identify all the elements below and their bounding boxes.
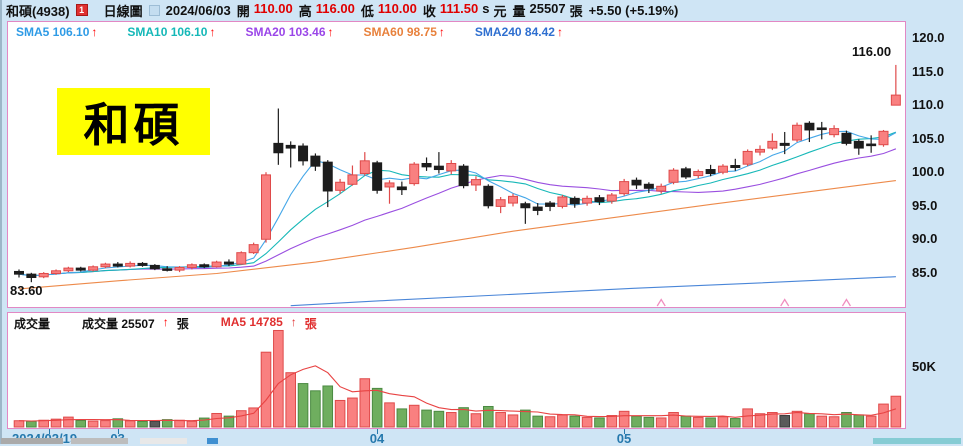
- time-axis-tick: 05: [616, 431, 632, 446]
- volume-series-label: 成交量 25507: [82, 317, 155, 331]
- currency-unit: 元: [493, 3, 507, 19]
- close-value: 111.50: [439, 0, 479, 16]
- price-axis-tick: 95.0: [912, 197, 938, 213]
- low-value: 110.00: [377, 0, 417, 16]
- quote-header: 和碩(4938) 1 日線圖 2024/06/03 開 110.00 高 116…: [6, 1, 956, 19]
- high-value: 116.00: [315, 0, 355, 16]
- volume-axis-tick: 50K: [912, 358, 936, 374]
- window-artifact: [873, 438, 961, 444]
- stock-name-label: 和碩: [57, 88, 210, 155]
- open-field: 開 110.00: [236, 0, 293, 19]
- change-value: +5.50 (+5.19%): [588, 2, 679, 18]
- up-arrow-icon: ↑: [327, 25, 334, 39]
- window-left-edge: [0, 0, 2, 444]
- price-chart-pane[interactable]: SMA5 106.10 ↑ SMA10 106.10 ↑ SMA20 103.46 ↑ SM…: [7, 21, 906, 308]
- window-artifact: [207, 438, 218, 444]
- low-price-annotation: 83.60: [10, 283, 43, 298]
- time-axis-tick-mark: [377, 429, 379, 434]
- time-axis-tick-mark: [624, 429, 626, 434]
- volume-pane-title: 成交量: [14, 317, 51, 331]
- window-artifact: [1, 438, 63, 444]
- sma-legend: SMA5 106.10 ↑ SMA10 106.10 ↑ SMA20 103.46 ↑ SM…: [16, 25, 563, 39]
- close-field: 收 111.50 s 元: [422, 0, 507, 19]
- time-axis-tick: 04: [369, 431, 385, 446]
- price-axis-tick: 100.0: [912, 164, 945, 180]
- low-field: 低 110.00: [360, 0, 417, 19]
- price-axis-tick: 105.0: [912, 130, 945, 146]
- up-arrow-icon: ↑: [209, 25, 216, 39]
- sma-legend-item-sma60[interactable]: SMA60 98.75 ↑: [363, 25, 445, 39]
- price-axis-tick: 90.0: [912, 231, 938, 247]
- window-artifact: [71, 438, 128, 444]
- price-axis-tick: 85.0: [912, 264, 938, 280]
- up-arrow-icon: ↑: [556, 25, 563, 39]
- sma-legend-item-sma240[interactable]: SMA240 84.42 ↑: [474, 25, 563, 39]
- sma-legend-item-sma20[interactable]: SMA20 103.46 ↑: [245, 25, 334, 39]
- volume-chart-pane[interactable]: 成交量 成交量 25507 ↑ 張 MA5 14785 ↑ 張: [7, 312, 906, 429]
- sma-legend-item-sma10[interactable]: SMA10 106.10 ↑: [127, 25, 216, 39]
- time-axis-tick-mark: [49, 429, 50, 434]
- price-axis-tick: 115.0: [912, 63, 944, 79]
- volume-bars-chart[interactable]: [8, 313, 905, 428]
- window-artifact: [140, 438, 187, 444]
- volume-ma5-arrow-icon: ↑: [290, 315, 297, 329]
- sma-legend-item-sma5[interactable]: SMA5 106.10 ↑: [16, 25, 98, 39]
- volume-up-arrow-icon: ↑: [162, 315, 169, 329]
- open-value: 110.00: [253, 0, 293, 16]
- market-badge-icon[interactable]: 1: [75, 4, 88, 16]
- high-field: 高 116.00: [298, 0, 355, 19]
- up-arrow-icon: ↑: [91, 25, 98, 39]
- volume-legend: 成交量 成交量 25507 ↑ 張 MA5 14785 ↑ 張: [14, 315, 317, 331]
- volume-ma5-label: MA5 14785: [220, 315, 283, 329]
- candlestick-chart[interactable]: [8, 22, 905, 307]
- quote-date: 2024/06/03: [165, 2, 231, 18]
- chart-type-label[interactable]: 日線圖: [103, 3, 143, 19]
- volume-field: 量 25507 張: [512, 0, 583, 19]
- high-price-annotation: 116.00: [852, 44, 892, 59]
- close-flag: s: [482, 0, 490, 16]
- time-axis-tick-mark: [117, 429, 119, 434]
- volume-value: 25507: [529, 0, 566, 16]
- price-axis-tick: 110.0: [912, 97, 944, 113]
- price-axis-tick: 120.0: [912, 30, 945, 46]
- up-arrow-icon: ↑: [438, 25, 445, 39]
- stock-title: 和碩(4938): [6, 3, 70, 19]
- date-picker-icon[interactable]: [148, 4, 160, 16]
